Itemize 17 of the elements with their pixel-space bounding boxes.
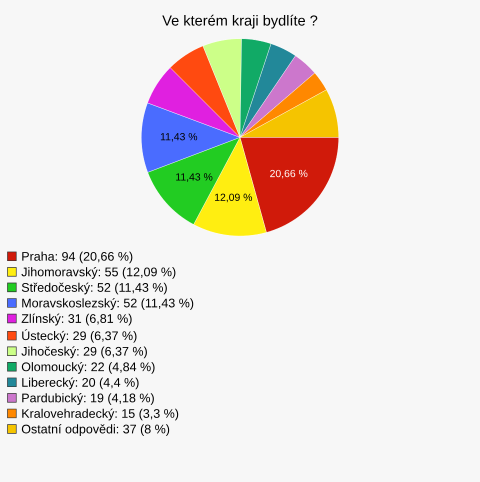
data-label: 12,09 % xyxy=(215,194,252,202)
legend-label: Jihočeský: 29 (6,37 %) xyxy=(21,346,147,358)
legend-label: Pardubický: 19 (4,18 %) xyxy=(22,393,154,405)
legend-label: Středočeský: 52 (11,43 %) xyxy=(22,282,167,294)
legend-label: Moravskoslezský: 52 (11,43 %) xyxy=(22,298,194,310)
data-label: 11,43 % xyxy=(160,132,198,142)
legend-label: Ústecký: 29 (6,37 %) xyxy=(22,329,136,343)
legend-label: Jihomoravský: 55 (12,09 %) xyxy=(21,267,176,279)
legend-label: Praha: 94 (20,66 %) xyxy=(22,252,132,264)
legend-label: Ostatní odpovědi: 37 (8 %) xyxy=(22,424,170,436)
legend-label: Kralovehradecký: 15 (3,3 %) xyxy=(22,408,178,420)
legend-label: Olomoucký: 22 (4,84 %) xyxy=(22,362,155,374)
legend-label: Zlínský: 31 (6,81 %) xyxy=(22,314,132,326)
data-label: 11,43 % xyxy=(176,173,212,182)
data-label: 20,66 % xyxy=(270,170,308,178)
chart-title: Ve kterém kraji bydlíte ? xyxy=(162,14,318,29)
legend-label: Liberecký: 20 (4,4 %) xyxy=(22,377,139,390)
